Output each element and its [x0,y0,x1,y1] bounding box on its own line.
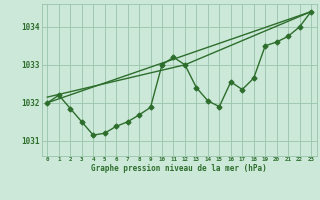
X-axis label: Graphe pression niveau de la mer (hPa): Graphe pression niveau de la mer (hPa) [91,164,267,173]
